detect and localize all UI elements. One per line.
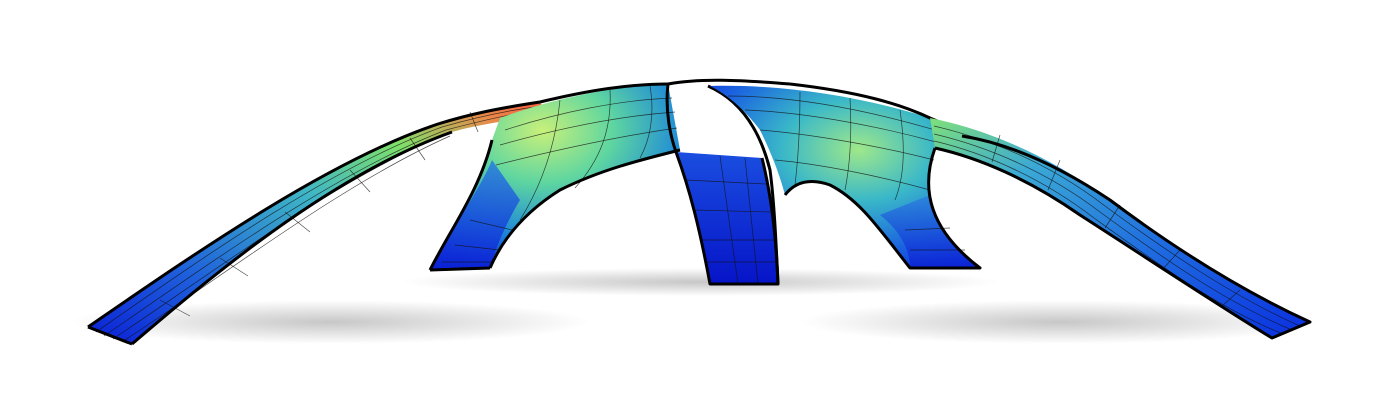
crown-opening: [665, 78, 791, 285]
ground-shadow: [70, 268, 1320, 344]
left-shell: [428, 82, 681, 272]
right-arch: [930, 118, 1312, 340]
right-shell: [710, 82, 982, 270]
center-panel: [674, 151, 780, 286]
left-arch: [87, 100, 548, 346]
